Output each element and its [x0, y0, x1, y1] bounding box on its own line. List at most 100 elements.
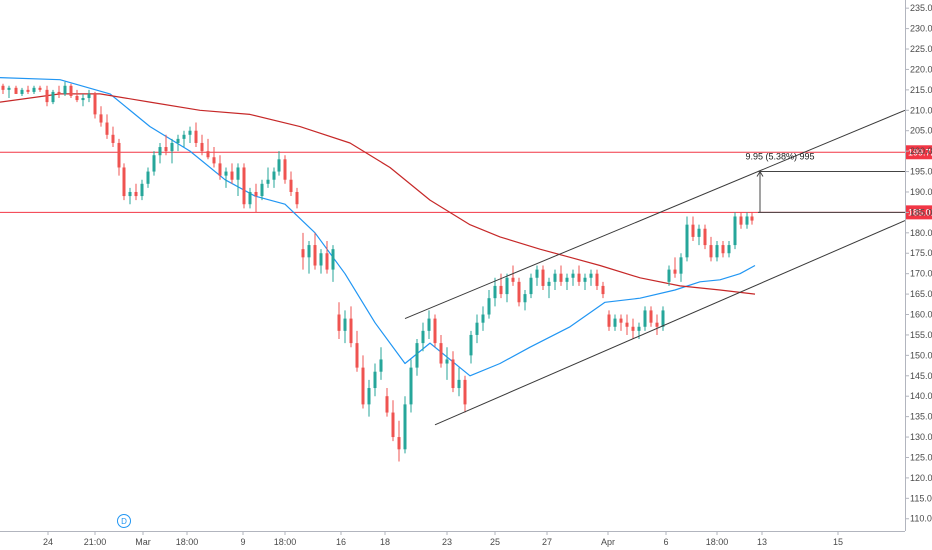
price-tick-label: 225.00	[910, 44, 932, 54]
time-tick-label: Mar	[135, 537, 151, 547]
candle-body	[111, 134, 115, 143]
price-axis[interactable]: 110.00 115.00 120.00 125.00 130.00 135.00 140.…	[905, 0, 932, 531]
time-tick-label: Apr	[601, 537, 615, 547]
candle	[451, 351, 455, 393]
candle-body	[212, 157, 216, 164]
candle-body	[439, 343, 443, 364]
candle-body	[613, 318, 617, 327]
candle	[325, 240, 329, 274]
candle	[122, 163, 126, 201]
candle	[469, 330, 473, 364]
candle-body	[745, 216, 749, 225]
candle-body	[469, 334, 473, 356]
candle	[553, 269, 557, 291]
candle-body	[81, 98, 85, 101]
time-axis[interactable]: 24 21:00 Mar 18:00 9 18:00 16 18 23 25 27 Apr 6 18:00…	[0, 531, 905, 547]
price-measure[interactable]: 9.95 (5.38%) 995	[745, 152, 905, 213]
candle-body	[577, 273, 581, 282]
candle-body	[99, 114, 103, 123]
candle-body	[188, 130, 192, 135]
candle	[272, 167, 276, 188]
candle-body	[277, 159, 281, 172]
candle-body	[535, 269, 539, 278]
candle-body	[289, 179, 293, 192]
candle-body	[715, 245, 719, 258]
candle	[667, 265, 671, 286]
time-tick-label: 6	[663, 537, 668, 547]
trend-channel[interactable]	[404, 109, 906, 426]
candle-body	[481, 314, 485, 323]
price-tick-label: 165.00	[910, 289, 932, 299]
moving-average-fast	[0, 77, 756, 377]
horizontal-levels[interactable]: 199.72 185.01	[0, 145, 932, 220]
candle-body	[164, 147, 168, 152]
price-tick-label: 185.00	[910, 207, 932, 217]
candle	[277, 151, 281, 176]
candle-body	[553, 273, 557, 282]
candle-body	[325, 253, 329, 270]
candle	[349, 306, 353, 348]
candle-body	[75, 95, 79, 101]
candle	[146, 167, 150, 188]
candle-body	[517, 281, 521, 303]
candle	[283, 155, 287, 184]
candle	[445, 347, 449, 380]
candle-body	[194, 130, 198, 143]
candle-body	[541, 269, 545, 286]
time-tick-label: 23	[442, 537, 452, 547]
candle	[397, 420, 401, 462]
candle-body	[385, 396, 389, 413]
candle-body	[355, 343, 359, 368]
price-tick-label: 155.00	[910, 330, 932, 340]
candle	[439, 334, 443, 368]
candle	[577, 265, 581, 286]
candle	[128, 187, 132, 205]
time-tick-label: 18:00	[176, 537, 199, 547]
price-level-tag	[906, 205, 932, 220]
time-tick-label: 16	[336, 537, 346, 547]
dividend-event-label: D	[121, 517, 127, 526]
candle	[230, 163, 234, 184]
candle	[313, 232, 317, 270]
candle-body	[266, 179, 270, 184]
candle-body	[649, 310, 653, 323]
price-tick-label: 210.00	[910, 105, 932, 115]
candle	[607, 310, 611, 331]
candle	[385, 388, 389, 417]
price-tick-label: 170.00	[910, 269, 932, 279]
candle	[51, 89, 55, 105]
event-markers[interactable]: D	[117, 514, 131, 528]
measure-arrow-icon	[756, 170, 764, 177]
candle-body	[415, 343, 419, 368]
candle-body	[750, 216, 754, 221]
candle-body	[331, 249, 335, 270]
candle	[547, 277, 551, 299]
candle-body	[703, 228, 707, 246]
candle-body	[313, 245, 317, 266]
candle	[505, 273, 509, 303]
price-tick-label: 215.00	[910, 85, 932, 95]
candle-body	[667, 269, 671, 282]
candle-body	[236, 167, 240, 180]
candle-body	[93, 93, 97, 115]
price-tick-label: 130.00	[910, 432, 932, 442]
candle-body	[87, 93, 91, 99]
price-tick-label: 145.00	[910, 371, 932, 381]
candle-body	[433, 318, 437, 344]
candle	[685, 216, 689, 262]
candle-body	[565, 277, 569, 282]
candle-body	[523, 294, 527, 303]
candle-body	[595, 273, 599, 286]
candle	[367, 379, 371, 417]
candle	[93, 91, 97, 119]
candle-body	[26, 89, 30, 92]
candle-body	[38, 87, 42, 90]
candle	[373, 363, 377, 397]
candle-body	[14, 87, 18, 94]
candle-body	[739, 216, 743, 225]
time-tick-label: 13	[757, 537, 767, 547]
candle	[457, 367, 461, 397]
candle	[105, 114, 109, 139]
